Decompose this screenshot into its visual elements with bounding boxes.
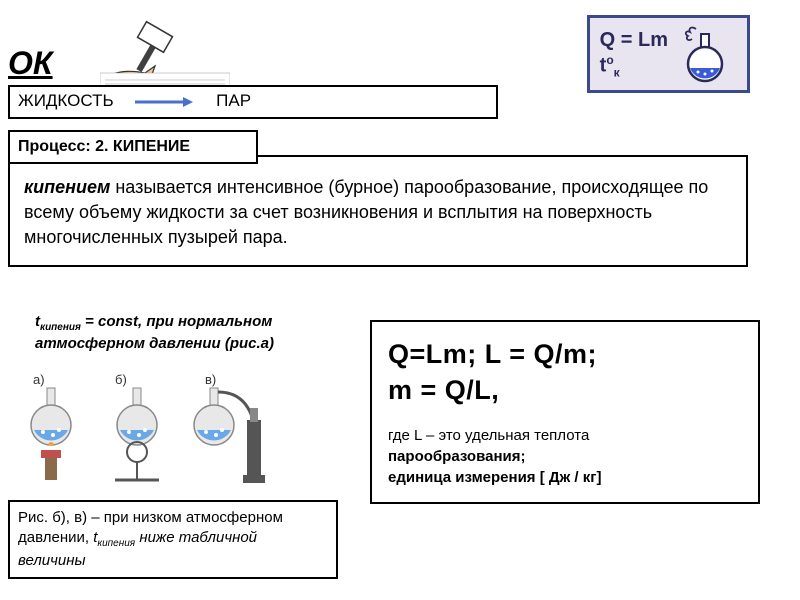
formula-lines: Q=Lm; L = Q/m; m = Q/L,	[388, 336, 742, 409]
flask-a	[31, 388, 71, 480]
definition-text: называется интенсивное (бурное) парообра…	[24, 177, 708, 247]
arrow-icon	[133, 96, 193, 108]
badge-line2: toк	[600, 53, 668, 81]
flask-label-b: б)	[115, 372, 127, 387]
hand-writing-icon	[100, 18, 230, 88]
flask-c	[194, 388, 265, 483]
formula-badge: Q = Lm toк	[587, 15, 750, 93]
flasks-figure: а) б) в)	[15, 370, 295, 495]
definition-term: кипением	[24, 177, 110, 197]
formula-main-box: Q=Lm; L = Q/m; m = Q/L, где L – это удел…	[370, 320, 760, 504]
title-ok: ОК	[8, 45, 53, 82]
tconst-note: tкипения = const, при нормальном атмосфе…	[35, 312, 345, 354]
definition-box: кипением называется интенсивное (бурное)…	[8, 155, 748, 267]
figure-caption-box: Рис. б), в) – при низком атмосферном дав…	[8, 500, 338, 579]
flask-label-a: а)	[33, 372, 45, 387]
process-box: Процесс: 2. КИПЕНИЕ	[8, 130, 258, 164]
vapor-label: ПАР	[216, 91, 251, 110]
badge-line1: Q = Lm	[600, 28, 668, 53]
flask-label-c: в)	[205, 372, 216, 387]
formula-explanation: где L – это удельная теплота парообразов…	[388, 425, 742, 488]
boiling-flask-icon	[678, 24, 733, 84]
liquid-vapor-box: ЖИДКОСТЬ ПАР	[8, 85, 498, 119]
flask-b	[115, 388, 159, 480]
liquid-label: ЖИДКОСТЬ	[18, 91, 114, 110]
